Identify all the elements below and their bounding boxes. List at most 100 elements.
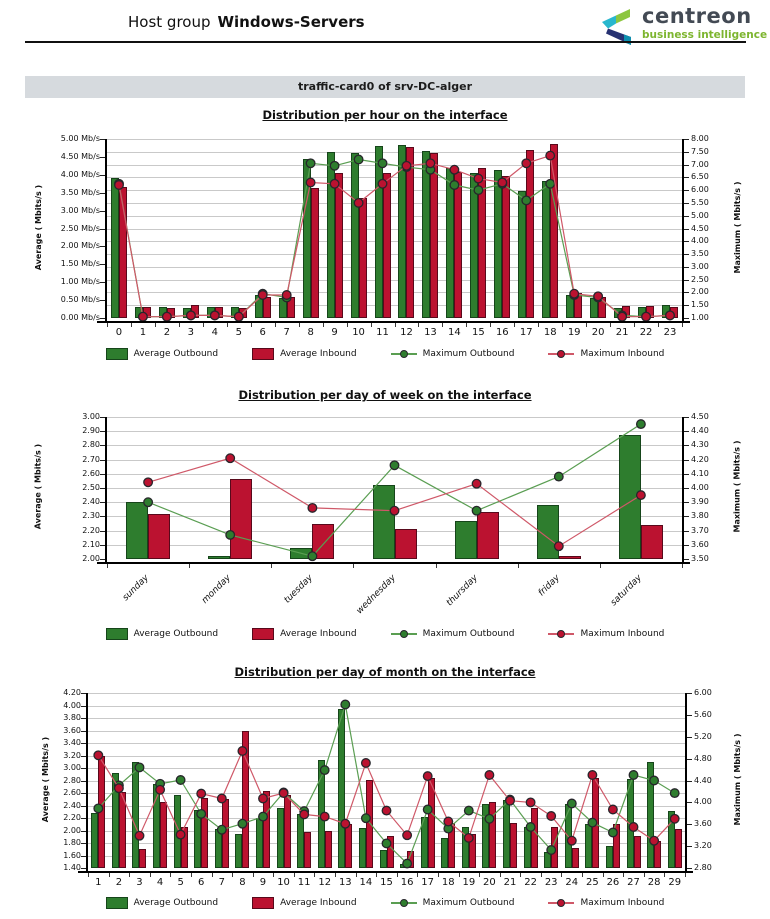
max-lines-overlay	[93, 699, 680, 869]
legend-label: Average Outbound	[133, 898, 219, 908]
x-tick-label: 15	[471, 327, 485, 338]
left-tick	[81, 830, 86, 832]
left-tick	[100, 210, 105, 212]
logo-text-block: centreon business intelligence	[642, 6, 768, 42]
left-tick	[81, 755, 86, 757]
max-inbound-point	[258, 793, 268, 804]
legend-line-max_in	[548, 349, 575, 358]
avg-outbound-bar	[132, 761, 140, 868]
avg-inbound-bar	[476, 512, 499, 559]
x-boundary-tick	[178, 323, 180, 327]
legend-swatch-avg_out	[105, 348, 128, 360]
left-tick-label: 2.00 Mb/s	[60, 241, 100, 251]
left-tick	[81, 743, 86, 744]
avg-inbound-bar	[160, 801, 168, 868]
legend-item: Maximum Inbound	[548, 349, 664, 359]
x-boundary-tick	[682, 564, 683, 568]
x-boundary-tick	[370, 323, 372, 327]
max-inbound-point	[449, 164, 460, 175]
x-boundary-tick	[479, 873, 481, 877]
x-boundary-tick	[107, 323, 108, 327]
right-tick	[684, 164, 689, 166]
x-tick-label: 3	[136, 877, 143, 888]
avg-inbound-bar	[510, 823, 518, 868]
x-tick-label: 28	[647, 877, 661, 888]
right-tick-label: 5.00	[691, 210, 709, 220]
gridline	[107, 502, 682, 504]
x-tick-label: 23	[544, 877, 558, 888]
right-tick	[684, 544, 689, 546]
avg-outbound-bar	[667, 810, 675, 868]
left-tick-label: 2.70	[82, 454, 100, 464]
legend-dot-max_out	[399, 898, 408, 907]
right-tick	[684, 190, 689, 192]
right-tick-label: 4.00	[691, 483, 709, 492]
max-inbound-point	[93, 750, 104, 761]
chart-title: Distribution per hour on the interface	[262, 108, 508, 122]
x-tick-label: monday	[200, 573, 234, 606]
avg-inbound-bar	[358, 198, 367, 318]
legend-label: Average Inbound	[280, 349, 357, 359]
max-inbound-point	[185, 310, 196, 321]
x-boundary-tick	[314, 873, 316, 877]
avg-outbound-bar	[494, 169, 503, 318]
right-tick-label: 6.00	[691, 185, 709, 195]
legend-item: Average Outbound	[105, 897, 219, 909]
max-inbound-point	[569, 288, 580, 299]
chart-title: Distribution per day of week on the inte…	[238, 388, 532, 402]
gridline	[88, 705, 685, 707]
avg-outbound-bar	[302, 158, 311, 318]
x-tick-label: 29	[668, 877, 682, 888]
right-tick-label: 4.10	[691, 468, 709, 478]
weekday-distribution-chart: Distribution per day of week on the inte…	[0, 385, 770, 661]
legend-line-max_out	[390, 349, 417, 358]
right-tick-label: 2.80	[694, 863, 712, 872]
right-tick	[684, 417, 689, 418]
max-inbound-point	[360, 758, 371, 768]
right-tick	[684, 292, 689, 294]
max-inbound-point	[353, 197, 364, 208]
x-tick-label: 18	[543, 327, 557, 338]
x-tick-label: 22	[639, 327, 653, 338]
logo-tagline-text: business intelligence	[642, 29, 768, 41]
avg-outbound-bar	[110, 178, 119, 318]
left-axis-line	[105, 417, 107, 564]
legend-label: Maximum Outbound	[422, 349, 515, 359]
x-boundary-tick	[623, 873, 625, 877]
page-title: Host group Windows-Servers	[128, 13, 365, 31]
legend-label: Maximum Inbound	[580, 898, 665, 908]
gridline	[107, 202, 682, 204]
avg-inbound-bar	[571, 848, 579, 868]
max-outbound-point	[649, 775, 660, 786]
avg-outbound-bar	[454, 520, 477, 559]
x-tick-label: 5	[235, 327, 242, 338]
right-tick-label: 7.00	[691, 159, 709, 169]
left-tick-label: 0.00 Mb/s	[60, 313, 100, 322]
max-outbound-point	[525, 822, 536, 832]
left-axis-title: Average ( Mbits/s )	[33, 443, 43, 530]
right-tick	[684, 139, 689, 140]
gridline	[107, 139, 682, 140]
max-inbound-point	[443, 816, 454, 827]
x-boundary-tick	[682, 323, 683, 327]
x-boundary-tick	[271, 564, 273, 568]
left-tick	[81, 805, 86, 807]
chart-legend: Average Outbound Average Inbound Maximum O…	[0, 897, 770, 909]
legend-line-max_in	[548, 629, 575, 638]
host-group-label: Host group	[128, 13, 211, 31]
left-tick-label: 3.60	[63, 725, 81, 735]
right-tick-label: 3.70	[691, 525, 709, 535]
x-tick-label: 10	[277, 877, 290, 888]
right-tick	[687, 868, 692, 869]
gridline	[107, 488, 682, 489]
right-tick	[687, 736, 692, 738]
legend-item: Average Outbound	[105, 628, 218, 640]
avg-outbound-bar	[482, 804, 490, 868]
x-boundary-tick	[643, 873, 645, 877]
chart-title: Distribution per day of month on the int…	[234, 665, 536, 679]
max-inbound-point	[113, 783, 124, 794]
avg-outbound-bar	[470, 173, 479, 318]
monthday-distribution-chart: Distribution per day of month on the int…	[0, 661, 770, 919]
right-tick-label: 4.00	[694, 797, 712, 807]
avg-inbound-bar	[118, 791, 126, 868]
